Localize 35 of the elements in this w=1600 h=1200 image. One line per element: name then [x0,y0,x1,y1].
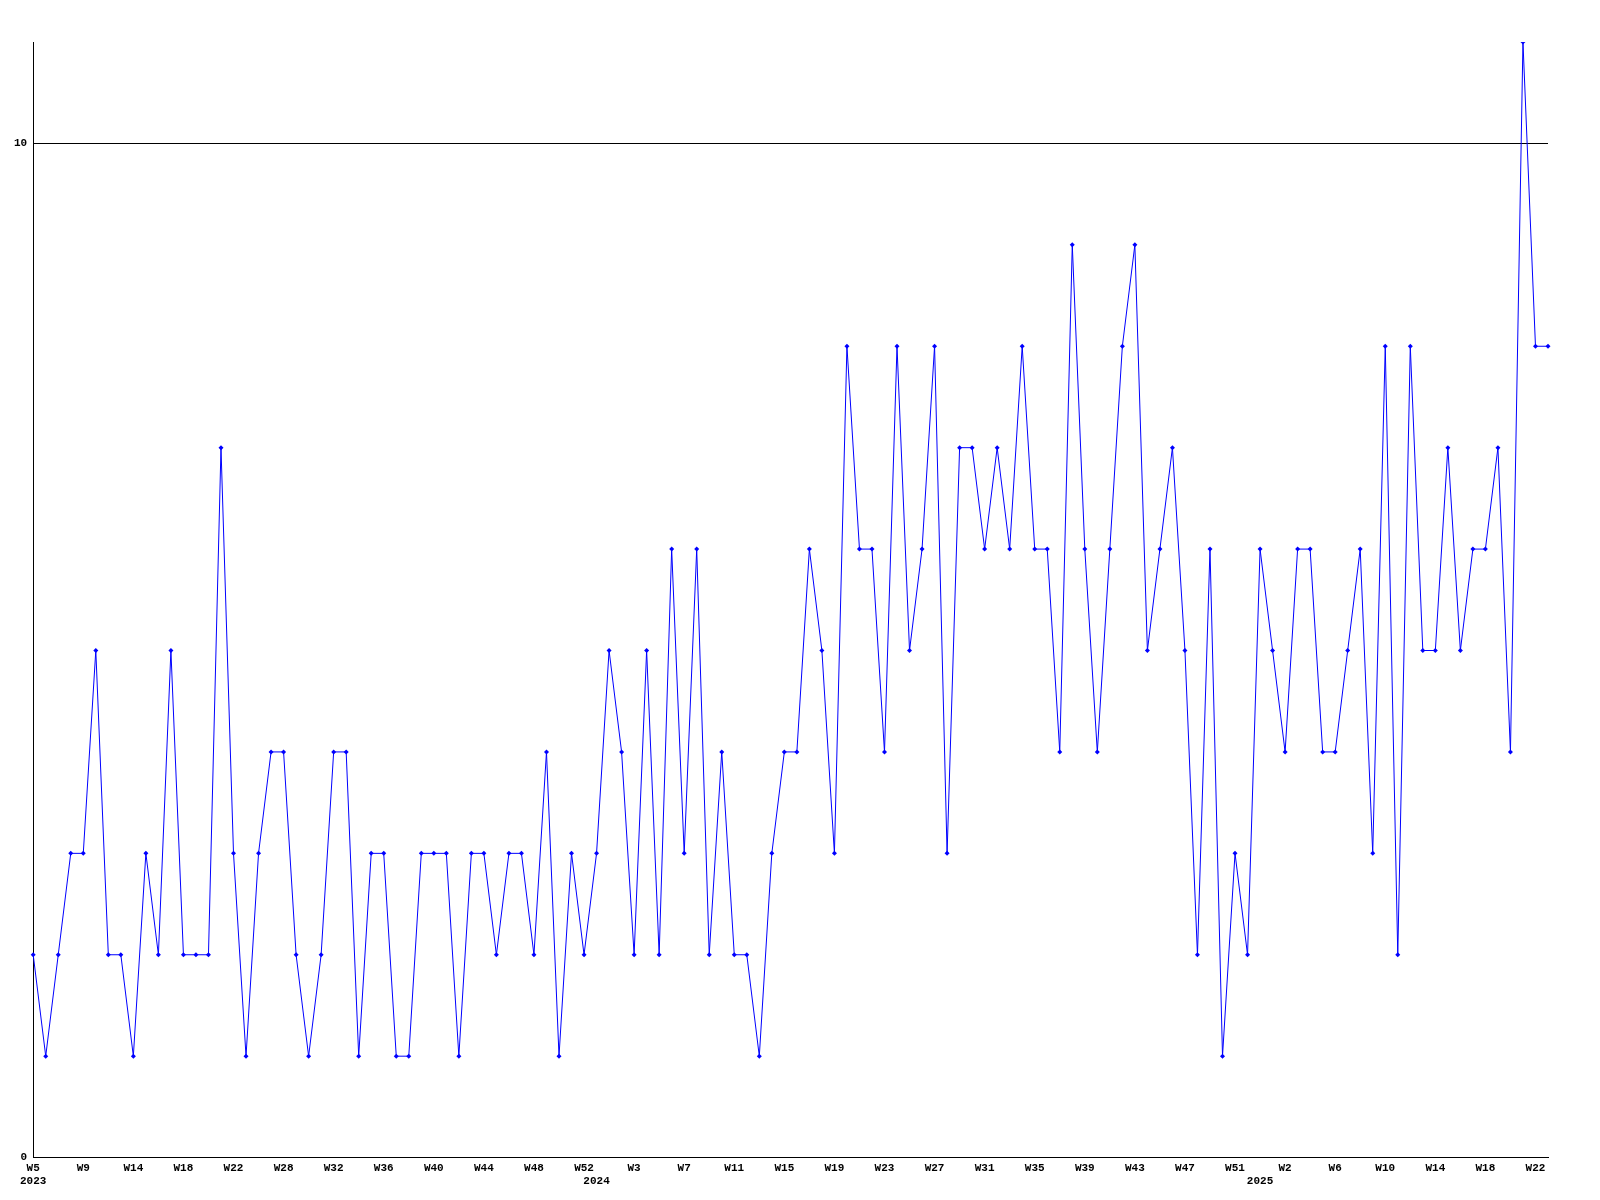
x-tick-label: W11 [724,1161,745,1174]
x-tick-label: W2 [1278,1161,1292,1174]
x-tick-label: W47 [1175,1161,1195,1174]
x-tick-label: W28 [273,1161,294,1174]
x-tick-label: W31 [974,1161,995,1174]
x-tick-label: 2024 [583,1175,611,1188]
x-tick-label: W40 [423,1161,444,1174]
x-tick-label: W9 [76,1161,90,1174]
x-tick-label: W27 [924,1161,945,1174]
x-tick-label: W52 [574,1161,594,1174]
x-tick-label: W32 [323,1161,344,1174]
x-tick-label: W7 [677,1161,691,1174]
x-tick-label: W36 [373,1161,394,1174]
y-tick-label: 10 [14,137,28,150]
x-tick-label: W22 [223,1161,244,1174]
x-tick-label: W22 [1525,1161,1546,1174]
x-tick-label: W18 [173,1161,194,1174]
x-tick-label: W39 [1074,1161,1095,1174]
x-tick-label: W23 [874,1161,895,1174]
x-tick-label: W15 [774,1161,795,1174]
y-tick-label: 0 [20,1151,28,1164]
x-tick-label: W35 [1024,1161,1046,1174]
x-tick-label: W43 [1124,1161,1146,1174]
x-tick-label: W5 2023 [20,1161,47,1188]
x-tick-label: W44 [473,1161,495,1174]
x-tick-label: W3 [627,1161,642,1174]
x-tick-label: W48 [524,1161,545,1174]
x-tick-label: W6 [1328,1161,1342,1174]
x-tick-label: 2025 [1246,1175,1274,1188]
x-tick-label: W18 [1475,1161,1496,1174]
x-tick-label: W19 [824,1161,845,1174]
x-tick-label: W10 [1375,1161,1396,1174]
x-tick-label: W14 [123,1161,144,1174]
x-tick-label: W14 [1425,1161,1446,1174]
x-tick-label: W51 [1225,1161,1246,1174]
